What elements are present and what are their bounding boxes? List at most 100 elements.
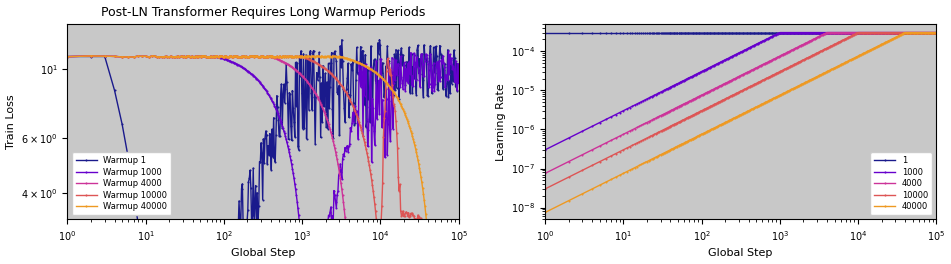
Warmup 1 [375,44,386,47]
4000 [767,58,778,61]
Warmup 10000 [375,222,386,225]
Warmup 1000 [374,113,385,116]
Warmup 40000 [158,55,169,58]
Warmup 10000 [62,55,73,58]
Line: 4000: 4000 [543,30,939,176]
1000 [635,100,647,103]
1000 [931,31,942,34]
Warmup 4000 [158,55,169,58]
Warmup 1000 [443,50,455,53]
Line: Warmup 4000: Warmup 4000 [66,54,460,226]
X-axis label: Global Step: Global Step [708,248,773,258]
Warmup 1000 [158,55,169,58]
4000 [539,172,551,175]
Warmup 40000 [362,66,374,69]
1 [931,31,942,34]
Warmup 10000 [290,55,301,58]
Warmup 4000 [237,55,248,58]
1 [635,31,647,34]
Line: 1: 1 [543,30,939,35]
Warmup 40000 [374,74,385,77]
Warmup 10000 [210,54,222,58]
4000 [635,124,647,127]
Title: Post-LN Transformer Requires Long Warmup Periods: Post-LN Transformer Requires Long Warmup… [101,6,425,18]
Warmup 1 [432,87,443,91]
Line: 1000: 1000 [543,30,939,152]
Warmup 40000 [237,55,248,58]
4000 [713,85,725,88]
1 [840,31,851,34]
Warmup 4000 [453,222,464,225]
Line: Warmup 1000: Warmup 1000 [66,49,460,226]
Warmup 10000 [158,55,169,58]
1 [850,31,862,34]
10000 [840,37,851,40]
Warmup 40000 [210,54,222,58]
10000 [908,31,920,34]
Y-axis label: Learning Rate: Learning Rate [495,83,506,161]
Warmup 1 [363,97,375,100]
1000 [841,31,852,34]
10000 [539,187,551,191]
1000 [774,31,786,34]
Warmup 10000 [453,222,464,225]
Warmup 40000 [62,55,73,58]
Warmup 1 [160,222,171,225]
10000 [767,74,778,77]
4000 [931,31,942,34]
Warmup 40000 [290,55,301,58]
Warmup 10000 [372,222,383,225]
X-axis label: Global Step: Global Step [231,248,295,258]
1000 [908,31,920,34]
10000 [635,139,647,142]
1 [767,31,778,34]
Warmup 4000 [375,222,386,225]
Line: 10000: 10000 [543,30,939,191]
1 [539,31,551,34]
1000 [767,35,778,38]
Warmup 40000 [421,222,433,225]
4000 [908,31,920,34]
Warmup 1 [290,61,301,64]
Warmup 1000 [362,129,374,132]
Warmup 1 [62,55,73,58]
Warmup 4000 [210,54,222,58]
Legend: Warmup 1, Warmup 1000, Warmup 4000, Warmup 10000, Warmup 40000: Warmup 1, Warmup 1000, Warmup 4000, Warm… [71,152,171,215]
40000 [900,31,911,34]
Warmup 1000 [431,60,442,63]
Warmup 1000 [62,55,73,58]
Y-axis label: Train Loss: Train Loss [6,94,15,149]
10000 [850,32,862,35]
Warmup 1000 [236,65,247,68]
Warmup 1000 [294,222,305,225]
1000 [851,31,863,34]
Warmup 40000 [453,222,464,225]
4000 [822,31,833,34]
Warmup 40000 [432,222,443,225]
40000 [850,55,862,59]
Line: Warmup 1: Warmup 1 [66,38,460,226]
40000 [931,31,942,34]
4000 [851,31,863,34]
40000 [908,31,920,34]
1 [908,31,920,34]
40000 [767,97,778,101]
1000 [713,61,725,64]
Warmup 1000 [453,82,464,85]
10000 [713,100,725,103]
Warmup 1000 [289,182,301,185]
Warmup 1 [132,222,144,225]
Warmup 10000 [432,222,443,225]
Warmup 10000 [362,159,374,162]
1000 [539,148,551,152]
4000 [841,31,852,34]
Warmup 1 [453,76,464,79]
Warmup 4000 [363,222,375,225]
Line: 40000: 40000 [543,30,939,215]
Warmup 10000 [237,55,248,58]
40000 [713,124,725,127]
Warmup 4000 [432,222,443,225]
Warmup 4000 [62,55,73,58]
40000 [539,211,551,214]
Warmup 4000 [290,68,301,72]
